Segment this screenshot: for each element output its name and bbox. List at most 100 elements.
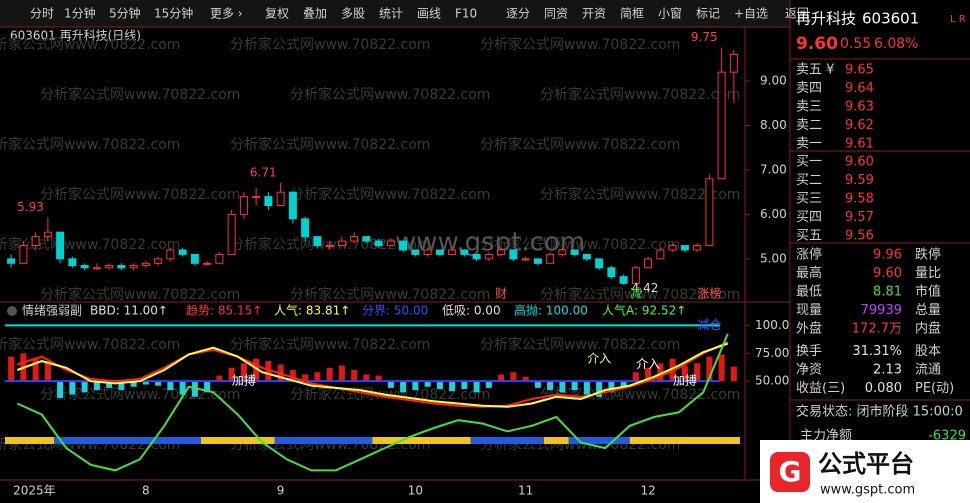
watermark: 分析家公式网www.70822.com xyxy=(480,36,680,53)
trade-status: 交易状态: 闭市阶段 15:00:0 xyxy=(796,404,963,420)
event-marker[interactable]: 减 xyxy=(630,287,642,301)
state-band xyxy=(201,437,275,444)
histogram-bar xyxy=(375,375,382,382)
toolbar-button[interactable]: 复权 xyxy=(265,7,289,21)
stat-label: 换手 xyxy=(796,344,822,359)
stat-value: 172.7万 xyxy=(852,322,902,337)
order-label: 买四 xyxy=(796,210,822,225)
histogram-bar xyxy=(387,381,394,388)
indicator-icon[interactable] xyxy=(7,306,17,316)
order-price: 9.64 xyxy=(845,81,874,96)
histogram-bar xyxy=(265,361,272,382)
y-tick-label: 50.00 xyxy=(755,374,789,388)
main-net-label: 主力净额 xyxy=(800,429,852,444)
candle-body xyxy=(227,213,236,255)
histogram-bar xyxy=(326,367,333,382)
candle-body xyxy=(595,258,604,269)
histogram-bar xyxy=(155,381,162,386)
state-band xyxy=(470,437,544,444)
toolbar-button[interactable]: 逐分 xyxy=(506,7,530,21)
toolbar-button[interactable]: +自选 xyxy=(734,7,768,21)
watermark: 分析家公式网www.70822.com xyxy=(0,136,180,153)
histogram-bar xyxy=(228,367,235,382)
candle-body xyxy=(92,267,101,270)
candle-body xyxy=(693,245,702,251)
event-marker[interactable]: 涨榜 xyxy=(697,286,721,301)
candle-body xyxy=(680,245,689,251)
tab[interactable]: 1分钟 xyxy=(64,6,96,21)
candle-body xyxy=(337,240,346,247)
signal-label: 介入 xyxy=(636,357,660,371)
signal-label: 加搏 xyxy=(673,374,697,388)
tab[interactable]: 分时 xyxy=(30,7,54,21)
stat-label: 量比 xyxy=(915,266,941,281)
watermark: 分析家公式网www.70822.com xyxy=(40,286,240,303)
toolbar-button[interactable]: 叠加 xyxy=(303,7,327,21)
y-tick-label: 8.00 xyxy=(760,118,787,132)
histogram-bar xyxy=(179,381,186,395)
histogram-bar xyxy=(559,381,566,393)
toolbar-button[interactable]: 同资 xyxy=(544,7,568,21)
watermark: 分析家公式网www.70822.com xyxy=(40,386,240,403)
candle-body xyxy=(350,236,359,242)
watermark: www.gspt.com xyxy=(395,228,585,258)
order-label: 卖五 ¥ xyxy=(796,63,834,78)
histogram-bar xyxy=(253,358,260,382)
watermark: 分析家公式网www.70822.com xyxy=(540,286,740,303)
watermark: 分析家公式网www.70822.com xyxy=(540,186,740,203)
candle-body xyxy=(31,236,40,247)
candle-body xyxy=(533,258,542,264)
watermark: 分析家公式网www.70822.com xyxy=(290,186,490,203)
x-tick-label: 11 xyxy=(518,484,533,498)
histogram-bar xyxy=(240,363,247,382)
order-label: 买三 xyxy=(796,192,822,207)
event-marker[interactable]: 财 xyxy=(495,287,507,301)
order-label: 买五 xyxy=(796,229,822,244)
candle-body xyxy=(129,265,138,269)
stat-label: 市值 xyxy=(915,284,941,300)
histogram-bar xyxy=(81,381,88,393)
tab[interactable]: 5分钟 xyxy=(109,6,141,21)
toolbar-button[interactable]: 简框 xyxy=(620,7,644,21)
candle-body xyxy=(521,258,530,261)
stat-label: 净资 xyxy=(796,363,822,378)
toolbar-button[interactable]: 返回 xyxy=(785,7,809,21)
candle-body xyxy=(154,258,163,264)
logo-name: 公式平台 xyxy=(818,450,914,478)
histogram-bar xyxy=(32,358,39,382)
tab[interactable]: 15分钟 xyxy=(154,6,193,21)
stat-label: 最低 xyxy=(796,285,822,300)
candle-body xyxy=(668,245,677,251)
histogram-bar xyxy=(596,381,603,397)
histogram-bar xyxy=(69,381,76,395)
indicator-value: 趋势: 85.15↑ xyxy=(186,304,262,318)
tab[interactable]: 更多 › xyxy=(210,7,243,21)
histogram-bar xyxy=(338,365,345,382)
candle-body xyxy=(631,267,640,284)
toolbar-button[interactable]: 多股 xyxy=(341,7,365,21)
candle-body xyxy=(619,276,628,284)
candle-body xyxy=(570,249,579,255)
histogram-bar xyxy=(547,381,554,391)
toolbar-button[interactable]: 开资 xyxy=(582,7,606,21)
candle-body xyxy=(484,253,493,260)
state-band xyxy=(568,437,630,444)
toolbar-button[interactable]: 标记 xyxy=(696,7,720,21)
signal-label: 介入 xyxy=(587,351,611,365)
histogram-bar xyxy=(314,372,321,382)
toolbar-button[interactable]: F10 xyxy=(455,7,477,21)
candle-body xyxy=(374,240,383,247)
watermark: 分析家公式网www.70822.com xyxy=(540,386,740,403)
x-tick-label: 12 xyxy=(640,484,655,498)
logo-icon xyxy=(770,452,810,492)
candle-body xyxy=(705,178,714,247)
histogram-bar xyxy=(485,381,492,388)
toolbar-button[interactable]: 统计 xyxy=(379,7,403,21)
toolbar-button[interactable]: 小窗 xyxy=(658,7,682,21)
toolbar-button[interactable]: 画线 xyxy=(417,7,441,21)
stat-label: 总量 xyxy=(915,303,941,318)
watermark: 分析家公式网www.70822.com xyxy=(230,36,430,53)
